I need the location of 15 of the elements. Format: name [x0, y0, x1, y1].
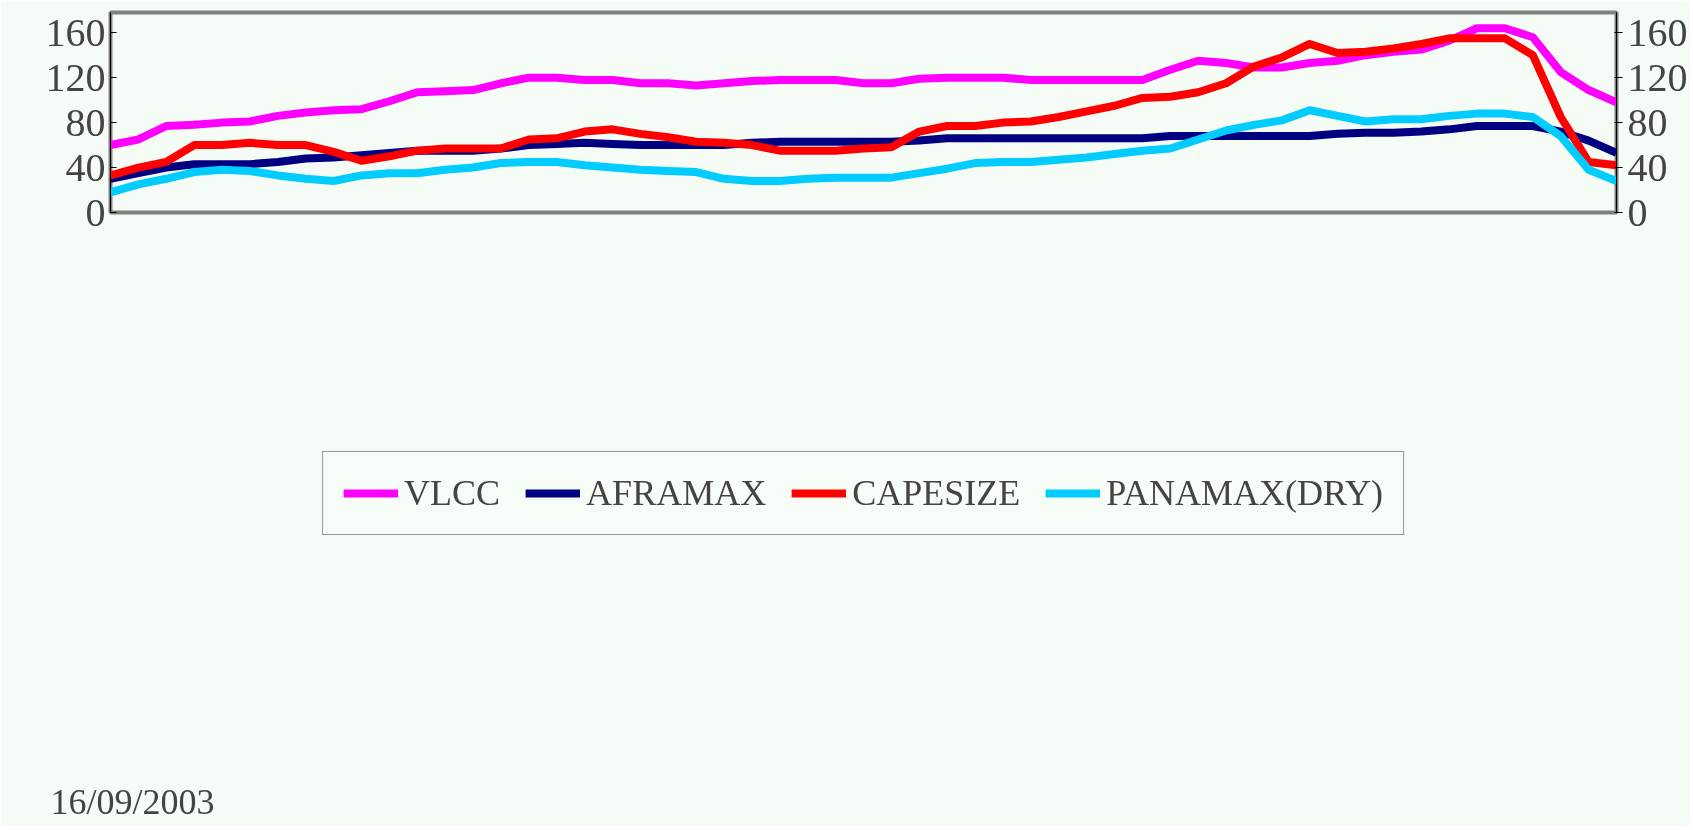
y-tick-label: 120: [45, 54, 106, 100]
y-tick-label: 160: [45, 9, 106, 55]
y-tick-label: 40: [65, 144, 106, 190]
y2-tick-label: 80: [1627, 99, 1668, 145]
legend-label: PANAMAX(DRY): [1106, 472, 1383, 514]
legend-label: VLCC: [404, 472, 501, 514]
y-tick-label: 0: [85, 189, 106, 235]
legend-label: CAPESIZE: [852, 472, 1021, 514]
y2-tick-label: 40: [1627, 144, 1668, 190]
y-tick-label: 80: [65, 99, 106, 145]
y2-tick-label: 120: [1627, 54, 1688, 100]
y2-tick-label: 160: [1627, 9, 1688, 55]
legend-label: AFRAMAX: [586, 472, 767, 514]
text: 16/09/2003: [50, 781, 215, 822]
y2-tick-label: 0: [1627, 189, 1648, 235]
